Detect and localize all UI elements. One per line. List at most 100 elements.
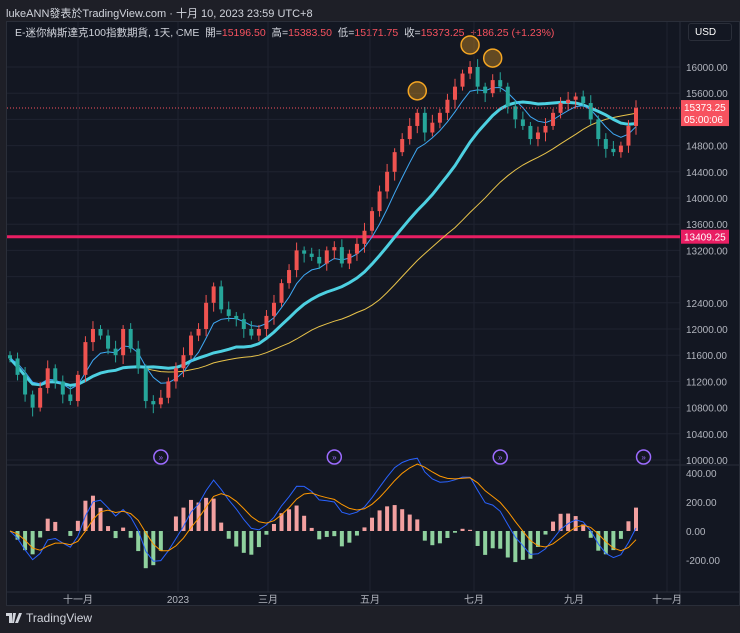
macd-histogram-bar: [370, 517, 375, 531]
symbol-legend: E-迷你納斯達克100指數期貨, 1天, CME 開=15196.50 高=15…: [15, 25, 554, 40]
open-value: 15196.50: [221, 27, 266, 39]
candle-body: [98, 329, 103, 336]
candle-body: [505, 86, 510, 107]
close-label: 收=: [404, 27, 421, 39]
macd-histogram-bar: [211, 498, 216, 531]
candle-body: [634, 108, 638, 126]
price-chart[interactable]: 16000.00 15600.00 14800.00 14400.00 14000.00…: [0, 0, 740, 610]
macd-histogram-bar: [505, 531, 510, 558]
macd-histogram-bar: [362, 527, 367, 531]
macd-histogram-bar: [468, 529, 473, 531]
macd-histogram-bar: [460, 528, 465, 531]
macd-histogram-bar: [128, 531, 133, 538]
signal-line: [9, 463, 637, 552]
candle-body: [106, 335, 111, 349]
ma-mid-line: [8, 100, 637, 387]
candle-body: [166, 381, 171, 398]
candle-body: [543, 125, 548, 133]
candle-body: [83, 342, 88, 375]
event-arrow-icon: »: [332, 453, 337, 462]
macd-histogram-bar: [452, 531, 457, 533]
level-label-bg: [681, 229, 729, 244]
macd-histogram-bar: [219, 522, 224, 531]
macd-histogram-bar: [264, 531, 269, 535]
candle-body: [452, 86, 457, 100]
candle-body: [302, 250, 307, 254]
price-tick: 13600.00: [686, 220, 728, 231]
candle-body: [75, 374, 80, 402]
candle-body: [558, 103, 563, 113]
candle-body: [498, 80, 503, 87]
candle-body: [309, 253, 314, 257]
candle-body: [347, 253, 352, 264]
candle-body: [332, 247, 337, 251]
macd-histogram-bar: [294, 505, 299, 531]
candle-body: [271, 302, 276, 316]
event-icon: [153, 449, 169, 465]
candle-body: [573, 96, 578, 100]
price-tick: 12000.00: [686, 325, 728, 336]
open-label: 開=: [205, 27, 222, 39]
macd-histogram-bar: [611, 531, 616, 551]
time-tick: 2023: [167, 595, 190, 606]
candle-body: [407, 125, 412, 140]
low-value: 15171.75: [354, 27, 399, 39]
candle-body: [437, 112, 442, 123]
macd-histogram-bar: [407, 514, 412, 531]
candle-body: [173, 368, 178, 382]
macd-histogram-bar: [475, 531, 480, 546]
change-value: +186.25 (+1.23%): [470, 27, 555, 39]
candle-body: [279, 283, 284, 303]
price-tick: 10400.00: [686, 430, 728, 441]
candle-body: [483, 86, 488, 94]
macd-histogram-bar: [98, 507, 103, 531]
event-arrow-icon: »: [498, 453, 503, 462]
candle-body: [354, 243, 359, 254]
macd-histogram-bar: [551, 521, 556, 531]
ma-slow-line: [9, 112, 637, 386]
candle-body: [535, 132, 540, 140]
macd-histogram-bar: [626, 521, 631, 531]
macd-histogram-bar: [415, 519, 420, 531]
macd-histogram-bar: [354, 531, 359, 536]
candle-body: [377, 191, 382, 212]
highlight-circle: [460, 35, 480, 55]
macd-histogram-bar: [158, 531, 163, 551]
high-label: 高=: [271, 27, 289, 39]
price-tick: 10000.00: [686, 456, 728, 467]
macd-tick: -200.00: [686, 556, 720, 567]
current-price-label: 15373.25: [684, 103, 726, 114]
event-icon: [326, 449, 343, 465]
candle-body: [400, 139, 405, 153]
macd-histogram-bar: [385, 506, 390, 531]
macd-histogram-bar: [317, 531, 322, 540]
macd-histogram-bar: [566, 513, 571, 531]
candle-body: [370, 211, 375, 231]
candle-body: [189, 335, 194, 356]
candle-body: [596, 119, 601, 140]
candle-body: [551, 112, 556, 126]
candle-body: [121, 329, 126, 356]
close-value: 15373.25: [420, 27, 465, 39]
candle-body: [618, 145, 623, 153]
macd-histogram-bar: [392, 505, 397, 531]
candle-body: [566, 99, 571, 104]
macd-histogram-bar: [422, 531, 427, 541]
price-tick: 16000.00: [686, 63, 728, 74]
macd-histogram-bar: [106, 526, 111, 531]
candle-body: [362, 230, 367, 244]
candle-body: [196, 329, 201, 336]
macd-histogram-bar: [45, 518, 50, 531]
currency-button[interactable]: USD: [688, 23, 732, 41]
candle-body: [136, 348, 141, 369]
candle-body: [581, 96, 586, 104]
candle-body: [415, 112, 420, 126]
price-tick: 14400.00: [686, 168, 728, 179]
macd-histogram-bar: [634, 507, 638, 531]
macd-histogram-bar: [573, 516, 578, 531]
macd-histogram-bar: [90, 495, 95, 531]
candle-body: [234, 315, 239, 320]
candle-body: [143, 368, 148, 402]
macd-histogram-bar: [53, 521, 58, 531]
macd-histogram-bar: [445, 531, 450, 538]
